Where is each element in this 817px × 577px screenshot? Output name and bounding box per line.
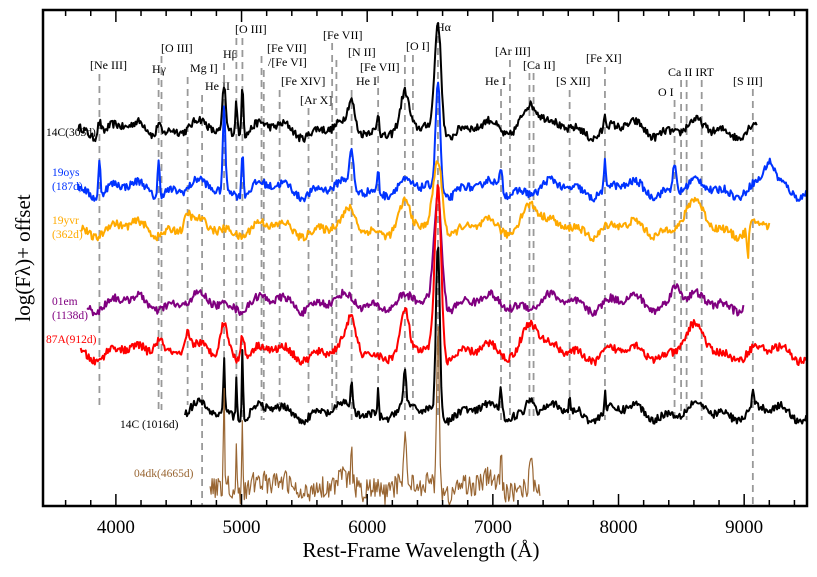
line-label-ne-iii: [Ne III] bbox=[90, 58, 127, 72]
line-label-he-i-7065: He I bbox=[485, 74, 506, 88]
series-label-19yvr-epoch: (362d) bbox=[52, 229, 83, 241]
series-label-19oys-name: 19oys bbox=[52, 167, 80, 179]
line-label-fe-xi: [Fe XI] bbox=[586, 51, 622, 65]
line-label-ar-iii: [Ar III] bbox=[495, 44, 531, 58]
line-label-fe-vii-5159: [Fe VII] bbox=[267, 41, 306, 55]
plot-frame bbox=[41, 8, 809, 508]
line-label-o-i-8446: O I bbox=[658, 85, 674, 99]
line-label-fe-xiv: [Fe XIV] bbox=[281, 74, 325, 88]
series-label-04dk-4665d: 04dk(4665d) bbox=[134, 468, 194, 480]
series-line-14c-303d bbox=[77, 22, 758, 143]
line-label-h-gamma: Hγ bbox=[152, 62, 167, 76]
line-label-o-iii-5007: [O III] bbox=[235, 22, 267, 36]
line-label-n-ii: [N II] bbox=[348, 45, 376, 59]
series-line-19oys-187d bbox=[77, 81, 808, 203]
x-axis-ticks bbox=[64, 10, 796, 506]
line-label-fe-vi: /[Fe VI] bbox=[268, 55, 307, 69]
series-label-19oys-epoch: (187d) bbox=[52, 181, 83, 193]
series-label-14c-1016d: 14C (1016d) bbox=[120, 419, 179, 431]
series-label-87a-912d: 87A(912d) bbox=[46, 334, 97, 346]
x-tick-label-8000: 8000 bbox=[600, 517, 638, 538]
series-labels: 14C(303d) 19oys (187d) 19yvr (362d) 01em… bbox=[46, 127, 194, 480]
series-line-87a-912d bbox=[79, 184, 808, 367]
line-label-h-alpha: Hα bbox=[436, 20, 452, 34]
line-id-markers bbox=[98, 36, 754, 505]
x-tick-labels: 4000 5000 6000 7000 8000 9000 bbox=[97, 517, 763, 538]
x-axis-title: Rest-Frame Wavelength (Å) bbox=[302, 538, 539, 562]
x-tick-label-9000: 9000 bbox=[725, 517, 763, 538]
series-label-01em-epoch: (1138d) bbox=[52, 310, 88, 322]
series-label-19yvr-name: 19yvr bbox=[52, 215, 79, 227]
line-label-o-iii-4363: [O III] bbox=[161, 41, 193, 55]
line-label-fe-vii-6087: [Fe VII] bbox=[360, 60, 399, 74]
line-label-ar-x: [Ar X] bbox=[300, 93, 332, 107]
spectra-series bbox=[77, 22, 808, 506]
series-line-14c-1016d bbox=[184, 246, 808, 426]
series-line-19yvr-362d bbox=[80, 160, 771, 259]
line-label-ca-ii-irt: Ca II IRT bbox=[668, 65, 715, 79]
series-line-01em-1138d bbox=[86, 195, 745, 317]
line-label-h-beta: Hβ bbox=[223, 47, 238, 61]
line-label-s-iii: [S III] bbox=[733, 74, 763, 88]
line-label-he-i-5876: He I bbox=[356, 74, 377, 88]
line-label-mg-i: Mg I] bbox=[190, 61, 218, 75]
line-label-fe-vii-5721: [Fe VII] bbox=[323, 28, 362, 42]
line-label-o-i-6300: [O I] bbox=[406, 39, 430, 53]
x-tick-label-4000: 4000 bbox=[97, 517, 135, 538]
line-label-s-xii: [S XII] bbox=[556, 74, 590, 88]
line-id-labels: [Ne III] Hγ [O III] Mg I] He II Hβ [O II… bbox=[90, 20, 763, 107]
line-label-ca-ii-7291: [Ca II] bbox=[523, 58, 555, 72]
x-tick-label-6000: 6000 bbox=[348, 517, 386, 538]
x-tick-label-7000: 7000 bbox=[474, 517, 512, 538]
y-axis-title: log(Fλ)+ offset bbox=[11, 194, 35, 321]
series-line-04dk-4665d bbox=[209, 326, 541, 506]
x-tick-label-5000: 5000 bbox=[223, 517, 261, 538]
series-label-01em-name: 01em bbox=[52, 296, 78, 308]
line-label-he-ii: He II bbox=[205, 79, 230, 93]
